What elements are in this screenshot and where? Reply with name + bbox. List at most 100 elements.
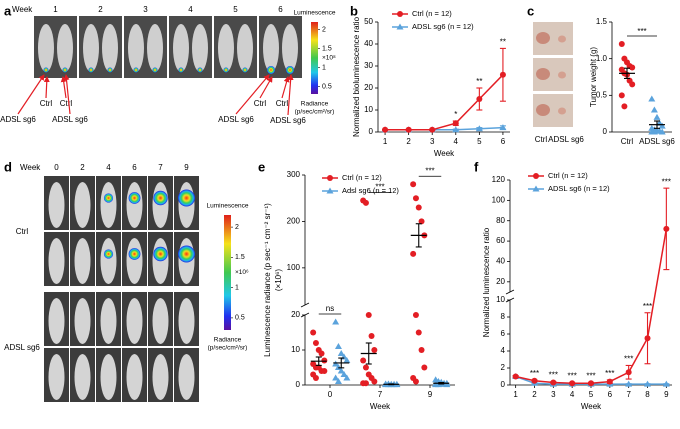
y-tick-label: 4 — [501, 346, 506, 355]
y-tick-label: 40 — [364, 39, 373, 48]
marker — [625, 369, 632, 376]
legend-marker — [532, 185, 540, 192]
significance: *** — [605, 369, 614, 378]
arrow — [259, 76, 273, 99]
mouse — [38, 24, 54, 72]
marker — [334, 378, 342, 384]
marker — [362, 380, 369, 387]
mouse — [192, 24, 208, 72]
x-axis-label: Week — [581, 402, 602, 411]
x-tick-label: ADSL sg6 — [639, 137, 675, 146]
legend-marker — [397, 11, 403, 17]
legend-label: Ctrl (n = 12) — [548, 171, 588, 180]
signal — [267, 66, 275, 74]
week-number: 5 — [233, 5, 238, 14]
colorbar-tick-label: 0.5 — [322, 83, 332, 90]
marker — [653, 113, 661, 120]
y-tick-label: 120 — [492, 175, 506, 184]
significance: *** — [375, 183, 384, 192]
x-tick-label: 3 — [430, 137, 435, 146]
signal — [107, 67, 113, 73]
legend-marker — [326, 187, 334, 194]
tumor — [536, 32, 550, 44]
colorbar-tick-label: 1 — [322, 64, 326, 71]
signal — [178, 67, 184, 73]
arrow — [60, 76, 67, 99]
week-number: 7 — [158, 163, 163, 172]
marker — [321, 368, 328, 374]
mouse — [152, 298, 169, 344]
signal — [152, 67, 158, 73]
mouse — [100, 182, 117, 228]
signal — [128, 248, 141, 260]
signal — [153, 190, 168, 206]
signal — [128, 192, 141, 204]
y-tick-label: 60 — [496, 236, 505, 245]
legend-label: Ctrl (n = 12) — [342, 173, 382, 182]
x-tick-label: 4 — [570, 390, 575, 399]
x-tick-label: 8 — [645, 390, 650, 399]
marker — [343, 357, 351, 363]
arrow — [17, 74, 45, 115]
marker — [648, 95, 656, 102]
significance: *** — [530, 369, 539, 378]
marker — [340, 371, 348, 377]
tumor — [536, 104, 550, 116]
y-tick-label: 0 — [296, 380, 301, 389]
signal — [242, 67, 248, 73]
mouse — [48, 238, 65, 284]
signal — [178, 245, 195, 263]
marker — [452, 120, 459, 127]
y-tick-label: 8 — [501, 312, 506, 321]
week-number: 2 — [98, 5, 103, 14]
colorbar — [311, 22, 318, 94]
marker — [421, 364, 428, 371]
significance: * — [454, 110, 457, 119]
arrow-label: ADSL sg6 — [0, 115, 36, 124]
mouse — [48, 298, 65, 344]
week-number: 2 — [80, 163, 85, 172]
arrow — [235, 74, 270, 115]
x-axis-label: Week — [434, 149, 455, 158]
marker — [412, 195, 419, 202]
colorbar-tick-label: 0.5 — [235, 315, 245, 322]
marker — [362, 199, 369, 206]
x-tick-label: 1 — [383, 137, 388, 146]
significance: ** — [500, 38, 506, 47]
significance: *** — [567, 372, 576, 381]
marker — [618, 92, 625, 99]
marker — [410, 250, 417, 257]
y-tick-label: 200 — [287, 217, 301, 226]
y-tick-label: 10 — [496, 295, 505, 304]
week-number: 6 — [278, 5, 283, 14]
arrow — [281, 76, 290, 99]
x-tick-label: 6 — [501, 137, 506, 146]
colorbar-label: Radiance — [214, 337, 242, 344]
marker — [343, 374, 351, 381]
y-tick-label: 300 — [287, 170, 301, 179]
x-tick-label: 2 — [532, 390, 537, 399]
panel-letter: a — [4, 3, 12, 18]
colorbar-label: Radiance — [301, 101, 329, 108]
mouse — [126, 354, 143, 400]
x-tick-label: 4 — [454, 137, 459, 146]
mouse — [48, 354, 65, 400]
panel-letter: d — [4, 159, 12, 174]
marker — [318, 350, 325, 357]
signal — [43, 67, 49, 73]
mouse — [218, 24, 234, 72]
signal — [153, 246, 168, 262]
week-number: 3 — [143, 5, 148, 14]
y-tick-label: 100 — [492, 195, 506, 204]
x-tick-label: 5 — [589, 390, 594, 399]
marker — [334, 364, 342, 370]
x-tick-label: 2 — [406, 137, 411, 146]
marker — [429, 126, 436, 133]
marker — [332, 318, 340, 325]
significance: *** — [624, 355, 633, 364]
marker — [382, 126, 389, 133]
x-tick-label: 3 — [551, 390, 556, 399]
significance: *** — [586, 372, 595, 381]
week-number: 9 — [184, 163, 189, 172]
axis-break — [505, 297, 515, 303]
